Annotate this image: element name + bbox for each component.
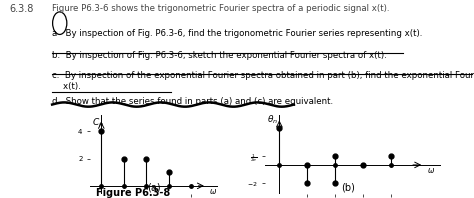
Text: Figure P6.3-6 shows the trigonometric Fourier spectra of a periodic signal x(t).: Figure P6.3-6 shows the trigonometric Fo…: [52, 4, 390, 12]
Text: b.  By inspection of Fig. P6.3-6, sketch the exponential Fourier spectra of x(t): b. By inspection of Fig. P6.3-6, sketch …: [52, 51, 387, 60]
Text: c.  By inspection of the exponential Fourier spectra obtained in part (b), find : c. By inspection of the exponential Four…: [52, 71, 474, 91]
Text: $\omega$: $\omega$: [209, 187, 217, 196]
Text: d.  Show that the series found in parts (a) and (c) are equivalent.: d. Show that the series found in parts (…: [52, 97, 333, 106]
Text: 6.3.8: 6.3.8: [9, 4, 34, 14]
Text: $\omega$: $\omega$: [427, 166, 435, 175]
Text: a   By inspection of Fig. P6.3-6, find the trigonometric Fourier series represen: a By inspection of Fig. P6.3-6, find the…: [52, 29, 422, 37]
Text: (a): (a): [147, 182, 161, 192]
Text: (b): (b): [341, 182, 356, 192]
Text: $\theta_n$: $\theta_n$: [267, 113, 278, 126]
Text: $C_n$: $C_n$: [92, 117, 104, 129]
Text: Figure P6.3-8: Figure P6.3-8: [96, 188, 170, 198]
